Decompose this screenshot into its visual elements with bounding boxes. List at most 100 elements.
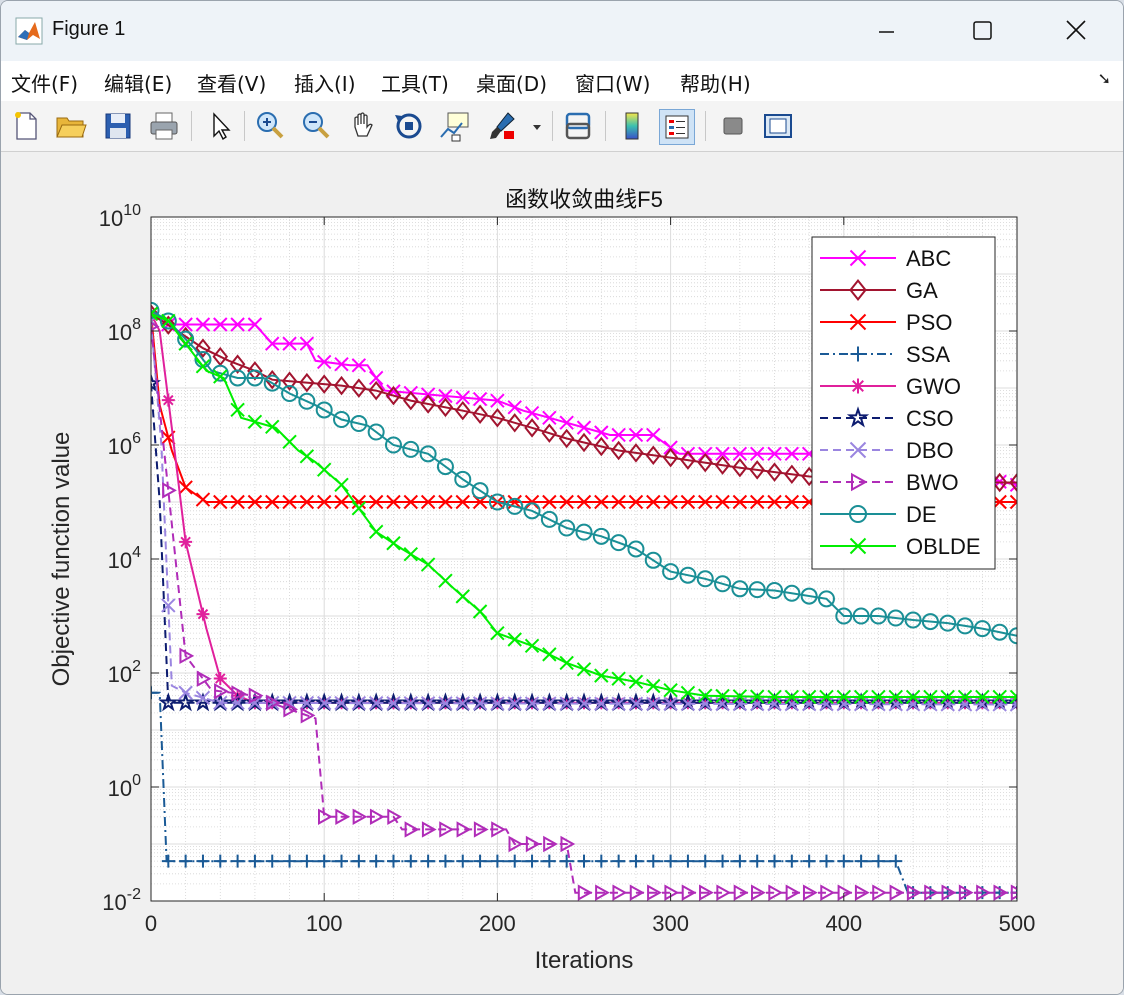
legend-entry-dbo[interactable]: DBO [820, 438, 954, 463]
data-point [316, 354, 332, 370]
maximize-icon[interactable] [959, 9, 1005, 53]
data-point [854, 854, 868, 868]
data-point [958, 696, 972, 710]
data-point [885, 692, 906, 712]
data-point [333, 375, 350, 396]
title-bar[interactable]: Figure 1 [1, 1, 1123, 61]
data-point [559, 696, 574, 711]
brush-icon[interactable] [486, 109, 520, 143]
close-icon[interactable] [1053, 9, 1099, 53]
legend-entry-ssa[interactable]: SSA [820, 342, 950, 367]
legend-label: ABC [906, 246, 951, 271]
data-point [611, 427, 626, 443]
pan-hand-icon[interactable] [346, 109, 380, 143]
data-point [368, 695, 384, 711]
open-folder-icon[interactable] [54, 109, 88, 143]
x-tick-label: 100 [306, 911, 343, 936]
data-point [247, 414, 263, 430]
data-point [525, 854, 539, 868]
legend-entry-abc[interactable]: ABC [820, 246, 951, 271]
data-point [299, 336, 315, 351]
data-point [956, 617, 974, 635]
data-point [161, 313, 176, 329]
data-point [837, 854, 851, 868]
menu-view[interactable]: 查看(V) [197, 72, 267, 96]
data-point [677, 692, 699, 712]
menu-window[interactable]: 窗口(W) [575, 72, 651, 96]
data-point [403, 546, 419, 562]
data-point [747, 692, 768, 712]
data-point [231, 854, 245, 868]
data-point [178, 336, 193, 351]
data-point [699, 884, 714, 901]
data-point [282, 494, 297, 510]
data-point [850, 346, 866, 362]
data-point [872, 884, 887, 901]
legend-entry-de[interactable]: DE [820, 502, 937, 527]
data-point [178, 480, 193, 495]
data-point [231, 685, 247, 702]
pointer-icon[interactable] [203, 109, 237, 143]
data-point [454, 470, 472, 488]
data-point [714, 455, 731, 475]
print-icon[interactable] [147, 109, 181, 143]
legend[interactable]: ABC GA PSO SSA GWO CSO DBO BWO DE OBLDE [811, 236, 996, 570]
data-cursor-icon[interactable] [438, 109, 472, 143]
series-line-de [151, 309, 1017, 637]
legend-entry-bwo[interactable]: BWO [820, 470, 959, 495]
legend-entry-oblde[interactable]: OBLDE [820, 534, 981, 559]
data-point [315, 401, 333, 419]
data-point [785, 854, 799, 868]
hide-plot-tools-icon[interactable] [716, 109, 750, 143]
new-file-icon[interactable] [9, 109, 43, 143]
data-point [420, 557, 436, 572]
dock-arrow-icon[interactable]: ➘ [1097, 69, 1111, 88]
x-axis-label: Iterations [535, 947, 634, 974]
data-point [491, 821, 506, 838]
legend-entry-ga[interactable]: GA [820, 278, 938, 303]
legend-entry-cso[interactable]: CSO [820, 406, 954, 431]
save-icon[interactable] [101, 109, 135, 143]
rotate-3d-icon[interactable] [392, 109, 426, 143]
colorbar-icon[interactable] [615, 109, 649, 143]
legend-label: CSO [906, 406, 954, 431]
menu-tools[interactable]: 工具(T) [381, 72, 449, 96]
chevron-down-icon[interactable] [529, 109, 545, 143]
legend-icon[interactable] [659, 109, 695, 145]
minimize-icon[interactable] [863, 9, 909, 53]
data-point [732, 446, 748, 462]
data-point [472, 391, 488, 407]
menu-file[interactable]: 文件(F) [11, 72, 79, 96]
data-point [749, 494, 765, 510]
data-point [246, 369, 264, 387]
zoom-in-icon[interactable] [253, 109, 287, 143]
data-point [490, 393, 505, 408]
data-point [887, 609, 905, 627]
data-point [660, 692, 681, 712]
data-point [851, 472, 868, 492]
menu-edit[interactable]: 编辑(E) [104, 72, 173, 96]
legend-label: PSO [906, 310, 952, 335]
data-point [924, 884, 939, 901]
legend-label: GWO [906, 374, 961, 399]
data-point [612, 884, 628, 901]
data-point [151, 321, 160, 332]
data-point [159, 312, 177, 330]
legend-entry-pso[interactable]: PSO [820, 310, 952, 335]
data-point [542, 410, 557, 426]
data-point [230, 402, 245, 418]
data-point [680, 450, 696, 470]
link-plot-icon[interactable] [561, 109, 595, 143]
data-point [368, 370, 384, 386]
zoom-out-icon[interactable] [299, 109, 333, 143]
legend-entry-gwo[interactable]: GWO [820, 374, 961, 399]
convergence-chart[interactable]: 0 100 200 300 400 50010-21001021041061081010 … [1, 152, 1123, 994]
menu-help[interactable]: 帮助(H) [680, 72, 751, 96]
series-bwo [151, 321, 1017, 901]
data-point [611, 671, 626, 686]
data-point [387, 808, 403, 826]
data-point [195, 359, 211, 374]
menu-insert[interactable]: 插入(I) [294, 72, 356, 96]
show-plot-tools-icon[interactable] [761, 109, 795, 143]
menu-desktop[interactable]: 桌面(D) [476, 72, 548, 96]
